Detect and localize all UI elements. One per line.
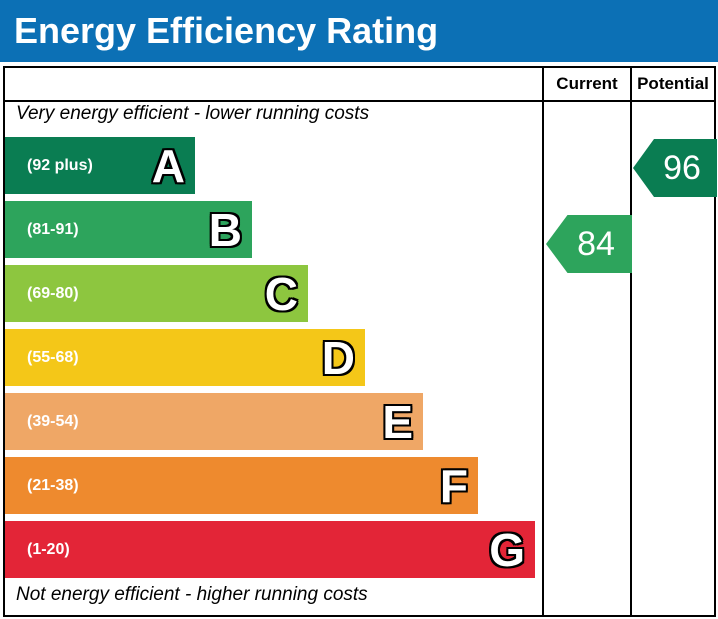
rating-band-b: (81-91) B — [5, 201, 252, 258]
rating-band-a: (92 plus) A — [5, 137, 195, 194]
band-letter: C — [264, 267, 298, 320]
band-letter: G — [489, 523, 525, 576]
current-rating-arrow: 84 — [546, 215, 632, 273]
rating-band-g: (1-20) G — [5, 521, 535, 578]
rating-band-c: (69-80) C — [5, 265, 308, 322]
rating-band-e: (39-54) E — [5, 393, 423, 450]
current-column-divider — [542, 68, 544, 615]
potential-rating-value: 96 — [663, 148, 701, 187]
band-letter: F — [439, 459, 468, 512]
rating-table: Current Potential Very energy efficient … — [3, 66, 717, 617]
band-range-label: (21-38) — [27, 476, 79, 494]
band-range-label: (69-80) — [27, 284, 79, 302]
rating-band-f: (21-38) F — [5, 457, 478, 514]
chart-title-bar: Energy Efficiency Rating — [0, 0, 718, 62]
top-note: Very energy efficient - lower running co… — [16, 103, 370, 124]
chart-title: Energy Efficiency Rating — [14, 10, 439, 51]
band-range-label: (55-68) — [27, 348, 79, 366]
potential-rating-arrow: 96 — [633, 139, 717, 197]
current-column-header: Current — [556, 74, 618, 93]
potential-column-header: Potential — [637, 74, 709, 93]
band-letter: E — [382, 395, 413, 448]
potential-column-divider — [630, 68, 632, 615]
band-range-label: (81-91) — [27, 220, 79, 238]
band-letter: A — [151, 139, 185, 192]
current-rating-value: 84 — [577, 224, 615, 263]
rating-band-d: (55-68) D — [5, 329, 365, 386]
band-range-label: (1-20) — [27, 540, 70, 558]
band-range-label: (92 plus) — [27, 156, 93, 174]
band-letter: D — [321, 331, 355, 384]
band-letter: B — [208, 203, 242, 256]
bottom-note: Not energy efficient - higher running co… — [16, 584, 368, 605]
header-row-underline — [5, 100, 714, 102]
band-range-label: (39-54) — [27, 412, 79, 430]
rating-bands: (92 plus) A (81-91) B (69-80) C (55-68) D (39-54… — [5, 137, 542, 585]
